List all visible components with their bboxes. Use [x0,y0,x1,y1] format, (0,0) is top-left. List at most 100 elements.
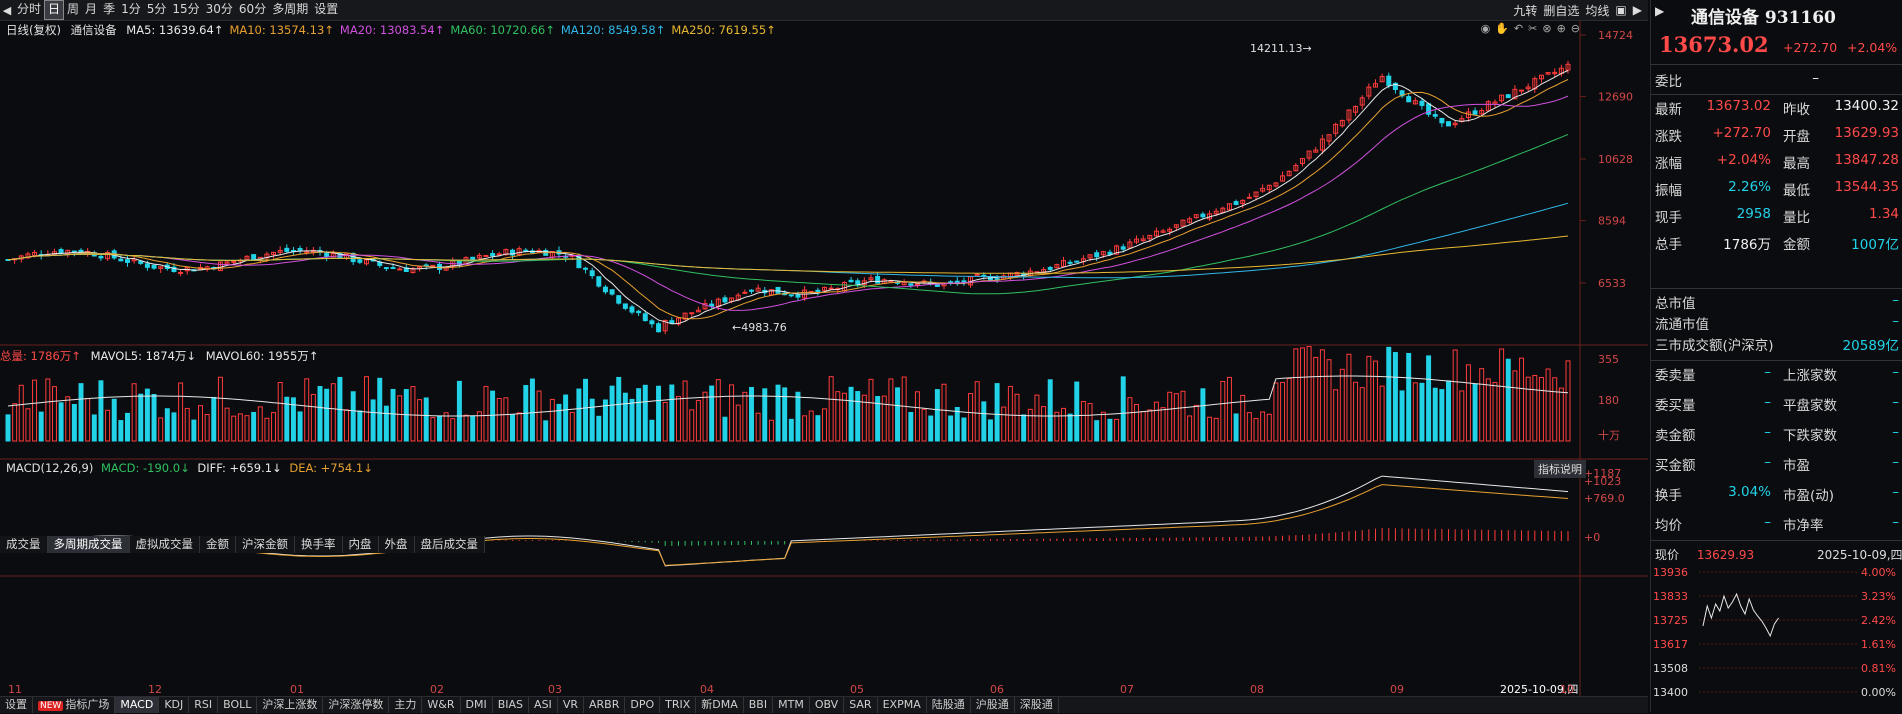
period-tab-8[interactable]: 30分 [205,2,233,16]
bottom-tab-17[interactable]: 新DMA [696,697,744,713]
volume-tick-label: 180 [1598,394,1619,407]
volume-bar [1153,401,1159,442]
hand-icon[interactable]: ✋ [1495,22,1509,35]
ma-line-120 [7,202,1569,279]
period-tab-2[interactable]: 周 [67,2,80,16]
quote-label: 总手 [1655,237,1682,253]
price-tick-label: 12690 [1598,91,1633,104]
candle-body [622,303,628,309]
volume-bar [251,411,257,442]
bottom-tab-22[interactable]: EXPMA [878,697,927,713]
candle-body [1100,251,1106,256]
ma-legend-item-0: MA5: 13639.64↑ [126,23,224,37]
volume-bar [111,398,117,442]
menu-icon[interactable]: ▣ [1615,3,1627,17]
indicator-tab-8[interactable]: 盘后成交量 [414,536,485,553]
indicator-tab-3[interactable]: 金额 [200,536,236,553]
bottom-tab-13[interactable]: VR [558,697,584,713]
indicator-tab-2[interactable]: 虚拟成交量 [129,536,200,553]
bottom-tab-23[interactable]: 陆股通 [927,697,971,713]
bottom-tab-16[interactable]: TRIX [660,697,697,713]
period-tab-11[interactable]: 设置 [314,2,339,16]
candle-body [908,283,914,286]
period-tab-9[interactable]: 60分 [238,2,267,16]
volume-bar [968,393,974,442]
period-tab-5[interactable]: 1分 [121,2,141,16]
indicator-tab-4[interactable]: 沪深金额 [236,536,295,553]
collapse-right-icon[interactable]: ▶ [1632,3,1642,17]
bottom-tab-10[interactable]: DMI [461,697,493,713]
candle-body [855,280,861,285]
mavol5: MAVOL5: 1874万↓ [90,349,197,363]
volume-bar [483,385,489,442]
period-tab-10[interactable]: 多周期 [272,2,309,16]
period-tab-0[interactable]: 分时 [17,2,42,16]
cross-icon[interactable]: ⊗ [1542,22,1552,35]
bottom-tab-25[interactable]: 深股通 [1015,697,1059,713]
moving-average-button[interactable]: 均线 [1585,3,1610,18]
mini-left-tick: 13617 [1653,638,1688,651]
kline-chart-svg[interactable]: 14724 12690 10628 8594 6533 14211.13→ ←4983.76… [0,21,1648,696]
bottom-tab-12[interactable]: ASI [529,697,558,713]
period-tab-1[interactable]: 日 [44,0,65,20]
bottom-tab-6[interactable]: 沪深上涨数 [257,697,324,713]
volume-bar [729,384,735,442]
bottom-tab-7[interactable]: 沪深涨停数 [323,697,390,713]
volume-bar [1519,357,1525,442]
month-label: 01 [290,683,304,696]
bottom-tab-4[interactable]: RSI [189,697,219,713]
candle-body [496,253,502,256]
candle-body [118,258,124,262]
ma-legend-item-3: MA60: 10720.66↑ [450,23,555,37]
month-label: 05 [850,683,864,696]
bottom-tab-19[interactable]: MTM [773,697,810,713]
panel-collapse-icon[interactable]: ▶ [1655,4,1665,18]
intraday-mini-chart[interactable]: 13936 4.00% 13833 3.23% 13725 2.42% 13617 1.61%… [1651,566,1902,706]
collapse-left-icon[interactable]: ◀ [2,3,12,17]
bottom-tab-0[interactable]: 设置 [0,697,33,713]
indicator-tab-7[interactable]: 外盘 [378,536,415,553]
bottom-tab-20[interactable]: OBV [810,697,845,713]
bottom-tab-14[interactable]: ARBR [584,697,626,713]
period-tab-3[interactable]: 月 [85,2,98,16]
bottom-tab-24[interactable]: 沪股通 [971,697,1015,713]
volume-bar [277,381,283,442]
scissors-icon[interactable]: ✂ [1528,22,1538,35]
indicator-help-button[interactable]: 指标说明 [1534,460,1586,478]
volume-bar [1373,360,1378,442]
remove-favorite-button[interactable]: 删自选 [1543,3,1580,18]
indicator-tab-5[interactable]: 换手率 [295,536,343,553]
bottom-tab-15[interactable]: DPO [625,697,661,713]
undo-icon[interactable]: ↶ [1513,22,1524,35]
bottom-tab-2[interactable]: MACD [115,697,160,713]
zoom-in-icon[interactable]: ⊕ [1556,22,1566,35]
volume-bar [383,405,389,442]
price-tick-label: 6533 [1598,277,1626,290]
volume-bar [1512,370,1518,442]
bottom-tab-1[interactable]: NEW 指标广场 [33,696,116,714]
jiuzhuan-button[interactable]: 九转 [1513,3,1538,18]
bottom-tab-8[interactable]: 主力 [389,697,423,713]
indicator-tab-0[interactable]: 成交量 [0,536,48,553]
bottom-tab-3[interactable]: KDJ [159,697,190,713]
quote-value: 2958 [1736,206,1771,222]
volume-bar [948,415,954,442]
candle-body [702,303,708,310]
bottom-tab-11[interactable]: BIAS [493,697,530,713]
period-tab-7[interactable]: 15分 [172,2,200,16]
zoom-out-icon[interactable]: ⊖ [1570,22,1580,35]
bottom-tab-9[interactable]: W&R [422,697,461,713]
candle-body [144,263,150,268]
volume-bar [264,417,270,442]
indicator-tab-1[interactable]: 多周期成交量 [47,536,130,553]
indicator-tab-6[interactable]: 内盘 [342,536,379,553]
dea-line [7,484,1569,566]
period-tab-6[interactable]: 5分 [146,2,167,16]
bottom-tab-18[interactable]: BBI [744,697,774,713]
bottom-tab-5[interactable]: BOLL [218,697,258,713]
eye-icon[interactable]: ◉ [1480,22,1491,35]
period-tab-4[interactable]: 季 [103,2,116,16]
kline-chart-area[interactable]: 14724 12690 10628 8594 6533 14211.13→ ←4983.76… [0,21,1648,696]
volume-bar [1339,368,1345,442]
bottom-tab-21[interactable]: SAR [844,697,878,713]
